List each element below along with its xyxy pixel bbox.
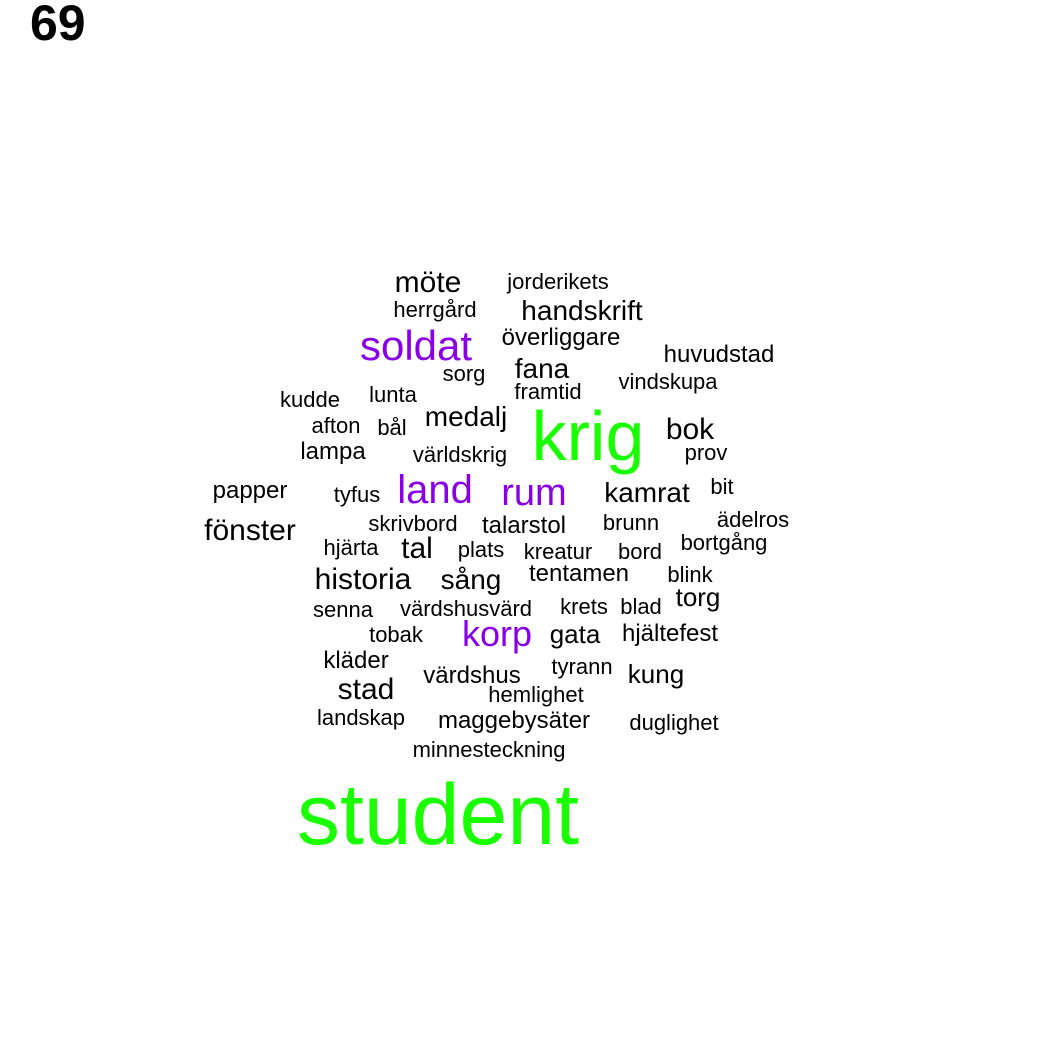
cloud-word: minnesteckning	[412, 737, 566, 762]
cloud-word: bord	[617, 539, 663, 564]
cloud-word: prov	[684, 440, 728, 465]
cloud-word: duglighet	[629, 710, 719, 735]
cloud-word: bortgång	[680, 530, 768, 555]
cloud-word: värdshusvärd	[399, 596, 533, 621]
cloud-word: herrgård	[393, 297, 477, 322]
cloud-word: bit	[710, 474, 734, 499]
cloud-word: gata	[549, 619, 601, 649]
page-number: 69	[30, 0, 86, 51]
cloud-word: tyrann	[551, 654, 613, 679]
cloud-word: bål	[377, 415, 407, 440]
cloud-word: senna	[313, 597, 373, 622]
cloud-word: afton	[311, 413, 361, 438]
cloud-word: tobak	[369, 622, 423, 647]
cloud-word: hjärta	[323, 535, 379, 560]
cloud-word: blad	[620, 594, 662, 619]
cloud-word: skrivbord	[368, 511, 458, 536]
cloud-word: historia	[314, 563, 412, 596]
cloud-word: maggebysäter	[437, 707, 591, 734]
cloud-word: krets	[560, 594, 608, 619]
cloud-word: landskap	[316, 705, 406, 730]
cloud-word: kung	[627, 659, 685, 689]
cloud-word: kamrat	[604, 477, 690, 508]
cloud-word: möte	[394, 266, 462, 299]
cloud-word: fana	[514, 353, 570, 384]
cloud-word: kudde	[280, 387, 340, 412]
cloud-word: krig	[531, 397, 645, 475]
cloud-word: talarstol	[481, 512, 567, 539]
cloud-word: hjältefest	[621, 620, 719, 647]
cloud-word: stad	[337, 673, 395, 706]
cloud-word: överliggare	[501, 324, 621, 351]
cloud-word: tyfus	[333, 482, 381, 507]
cloud-word: korp	[461, 613, 533, 654]
cloud-word: fönster	[204, 514, 296, 547]
cloud-word: bok	[665, 413, 715, 446]
cloud-word: blink	[667, 562, 713, 587]
cloud-word: papper	[212, 477, 288, 504]
cloud-word: land	[397, 468, 473, 512]
cloud-word: soldat	[359, 322, 473, 369]
cloud-word: tal	[401, 532, 433, 565]
cloud-word: värdshus	[423, 662, 521, 689]
cloud-word: kläder	[323, 647, 389, 674]
cloud-word: lunta	[369, 382, 417, 407]
cloud-word: lampa	[300, 438, 366, 465]
cloud-word: jorderikets	[507, 269, 609, 294]
cloud-word: framtid	[514, 379, 582, 404]
cloud-word: världskrig	[412, 442, 508, 467]
cloud-word: medalj	[424, 401, 508, 432]
cloud-word: kreatur	[523, 539, 593, 564]
cloud-word: student	[296, 767, 580, 863]
cloud-word: sorg	[442, 361, 486, 386]
cloud-word: rum	[501, 472, 567, 514]
cloud-word: ädelros	[716, 507, 790, 532]
cloud-word: tentamen	[528, 560, 630, 587]
cloud-word: vindskupa	[618, 369, 718, 394]
cloud-word: huvudstad	[663, 341, 775, 368]
cloud-word: torg	[675, 582, 721, 612]
cloud-word: sång	[440, 564, 502, 595]
cloud-word: hemlighet	[488, 682, 584, 707]
cloud-word: handskrift	[521, 295, 643, 326]
cloud-word: plats	[457, 537, 505, 562]
cloud-word: brunn	[602, 510, 660, 535]
